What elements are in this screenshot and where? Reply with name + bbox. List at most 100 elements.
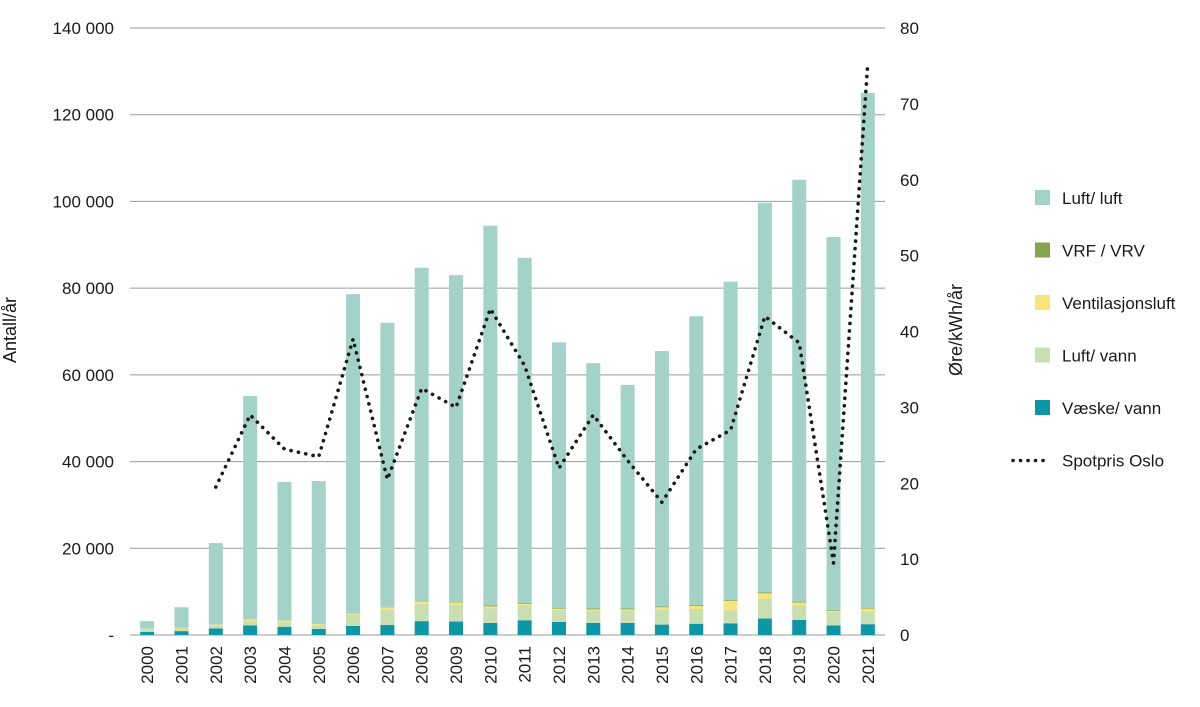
bar-segment: [792, 601, 807, 603]
bar-segment: [620, 622, 635, 635]
bar-segment: [449, 604, 464, 622]
bar-segment: [208, 543, 223, 625]
bar-segment: [723, 610, 738, 624]
bar-segment: [860, 611, 875, 625]
bar-segment: [757, 593, 772, 599]
bar-segment: [346, 294, 361, 613]
stacked-bars: [140, 93, 875, 635]
bar-segment: [551, 342, 566, 608]
bar-segment: [311, 628, 326, 635]
right-tick-label: 40: [900, 323, 919, 342]
bar-segment: [517, 605, 532, 621]
bar-segment: [311, 625, 326, 629]
bar-segment: [620, 610, 635, 623]
bar-segment: [654, 624, 669, 635]
left-tick-label: 100 000: [53, 192, 114, 211]
bar-segment: [483, 225, 498, 606]
bar-segment: [826, 612, 841, 626]
bar-segment: [792, 602, 807, 606]
bar-segment: [860, 607, 875, 609]
bar-segment: [654, 351, 669, 607]
right-axis-ticks: 0 10 20 30 40 50 60 70 80: [900, 19, 919, 645]
bar-segment: [449, 602, 464, 605]
bar-segment: [757, 592, 772, 594]
bar-segment: [517, 620, 532, 635]
bar-segment: [449, 275, 464, 603]
bar-segment: [277, 481, 292, 621]
right-axis-title: Øre/kWh/år: [946, 284, 966, 376]
left-tick-label: 40 000: [62, 453, 114, 472]
bar-segment: [174, 631, 189, 635]
bar-segment: [311, 624, 326, 626]
bar-segment: [483, 606, 498, 609]
bar-segment: [689, 316, 704, 606]
bar-segment: [826, 609, 841, 611]
bar-segment: [620, 609, 635, 611]
legend-swatch: [1035, 400, 1050, 415]
bar-segment: [757, 618, 772, 635]
legend-label: Ventilasjonsluft: [1062, 294, 1176, 313]
legend-label: Spotpris Oslo: [1062, 452, 1164, 471]
bar-segment: [380, 322, 395, 607]
bar-segment: [414, 621, 429, 635]
bar-segment: [723, 600, 738, 611]
right-tick-label: 0: [900, 626, 909, 645]
legend-swatch: [1035, 190, 1050, 205]
bar-segment: [792, 179, 807, 602]
x-tick-label: 2012: [550, 646, 569, 684]
bar-segment: [551, 608, 566, 610]
bar-segment: [346, 613, 361, 615]
bar-segment: [346, 625, 361, 635]
left-tick-label: 20 000: [62, 539, 114, 558]
left-tick-label: -: [108, 626, 114, 645]
bar-segment: [826, 625, 841, 635]
left-axis-ticks: - 20 000 40 000 60 000 80 000 100 000 120 000 1…: [53, 19, 114, 645]
bar-segment: [517, 602, 532, 604]
left-tick-label: 60 000: [62, 366, 114, 385]
bar-segment: [723, 623, 738, 635]
left-tick-label: 140 000: [53, 19, 114, 38]
bar-segment: [414, 601, 429, 604]
bar-segment: [860, 624, 875, 635]
x-tick-label: 2015: [653, 646, 672, 684]
legend: Luft/ luft VRF / VRV Ventilasjonsluft Luft/…: [1011, 189, 1176, 471]
bar-segment: [449, 621, 464, 635]
bar-segment: [586, 622, 601, 635]
bar-segment: [208, 628, 223, 635]
bar-segment: [346, 614, 361, 626]
legend-swatch: [1035, 242, 1050, 258]
bar-segment: [243, 619, 258, 622]
bar-segment: [654, 607, 669, 610]
x-tick-label: 2002: [207, 646, 226, 684]
bar-segment: [243, 396, 258, 620]
bar-segment: [586, 609, 601, 611]
x-tick-label: 2006: [344, 646, 363, 684]
bar-segment: [620, 384, 635, 609]
x-tick-label: 2014: [619, 646, 638, 684]
bar-segment: [620, 608, 635, 610]
legend-label: Luft/ vann: [1062, 347, 1137, 366]
bar-segment: [517, 603, 532, 606]
bar-segment: [277, 626, 292, 635]
x-tick-label: 2004: [275, 646, 294, 684]
x-tick-label: 2016: [687, 646, 706, 684]
right-tick-label: 30: [900, 398, 919, 417]
x-axis-ticks: 2000 2001 2002 2003 2004 2005 2006 2007 2008 2009…: [138, 646, 878, 684]
right-tick-label: 60: [900, 171, 919, 190]
legend-label: Luft/ luft: [1062, 189, 1123, 208]
legend-swatch: [1035, 347, 1050, 363]
right-tick-label: 50: [900, 247, 919, 266]
x-tick-label: 2011: [516, 646, 535, 683]
bar-segment: [243, 625, 258, 635]
bar-segment: [277, 620, 292, 623]
bar-segment: [792, 605, 807, 620]
bar-segment: [826, 610, 841, 613]
bar-segment: [414, 267, 429, 602]
bar-segment: [243, 621, 258, 626]
bar-segment: [860, 93, 875, 608]
legend-swatch: [1035, 295, 1050, 310]
left-tick-label: 80 000: [62, 279, 114, 298]
bar-segment: [757, 598, 772, 619]
x-tick-label: 2001: [172, 646, 191, 684]
